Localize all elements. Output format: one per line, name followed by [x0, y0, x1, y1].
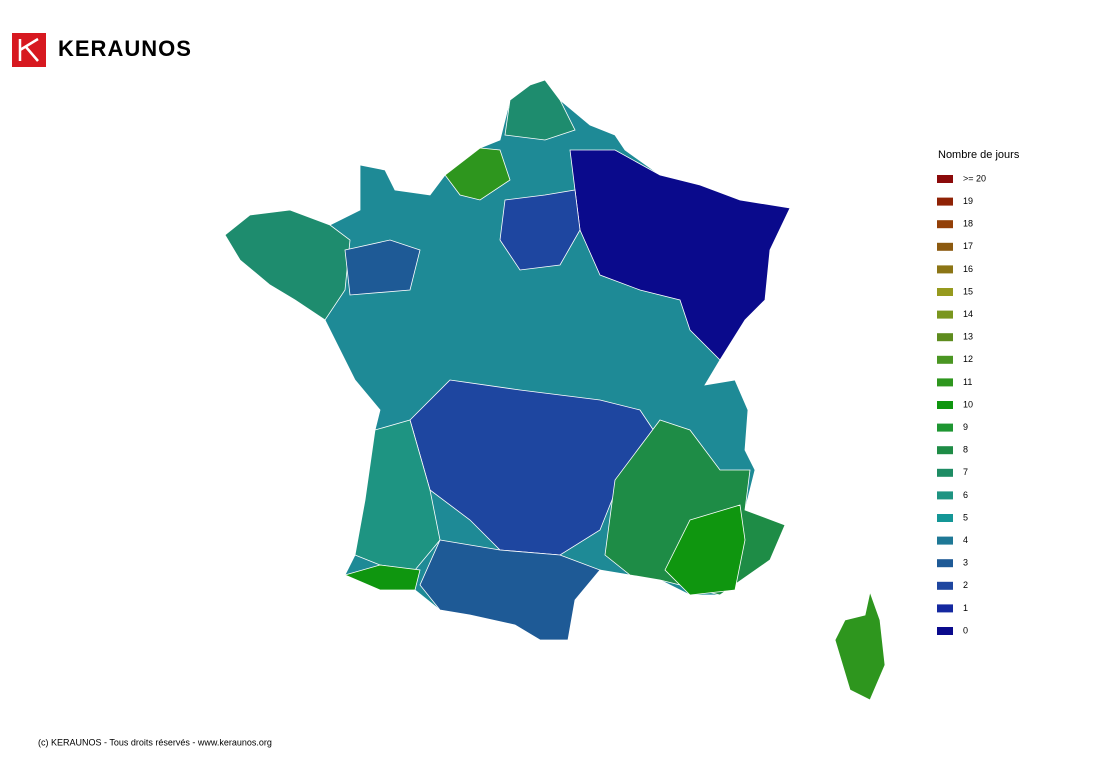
footer-text: (c) KERAUNOS - Tous droits réservés - ww… [38, 737, 272, 747]
pyrenees-region [343, 564, 421, 591]
west-region [344, 239, 421, 296]
logo-k [18, 37, 39, 62]
northeast-region [569, 149, 791, 361]
legend-label: 9 [963, 422, 968, 432]
legend-swatch [937, 310, 953, 319]
legend-swatch [937, 468, 953, 477]
legend-label: 1 [963, 603, 968, 613]
corsica [834, 590, 886, 701]
legend-label: 7 [963, 467, 968, 477]
legend-swatch [937, 536, 953, 545]
france-map [224, 79, 886, 701]
legend-swatch [937, 378, 953, 387]
legend-swatch [937, 491, 953, 500]
brittany-region [224, 209, 351, 321]
legend-label: 13 [963, 332, 973, 342]
legend-swatch [937, 559, 953, 568]
provence-region [664, 504, 746, 596]
south-region [419, 539, 601, 641]
legend-swatch [937, 220, 953, 229]
legend-label: 12 [963, 354, 973, 364]
legend-label: 3 [963, 558, 968, 568]
legend-label: 17 [963, 241, 973, 251]
legend-label: 11 [963, 377, 972, 387]
legend-label: 5 [963, 512, 968, 522]
legend-swatch [937, 197, 953, 206]
legend-label: >= 20 [963, 173, 986, 183]
legend-label: 2 [963, 580, 968, 590]
legend-swatch [937, 627, 953, 635]
legend-label: 6 [963, 490, 968, 500]
legend-label: 10 [963, 399, 973, 409]
legend-swatch [937, 423, 953, 432]
legend-swatch [937, 355, 953, 364]
legend-label: 4 [963, 535, 968, 545]
legend-title: Nombre de jours [938, 149, 1020, 161]
legend-label: 14 [963, 309, 973, 319]
legend-swatch [937, 401, 953, 409]
legend-label: 0 [963, 625, 968, 635]
legend-label: 19 [963, 196, 973, 206]
legend-label: 16 [963, 264, 973, 274]
paris-region [499, 189, 581, 271]
north-region [504, 79, 576, 141]
legend-swatch [937, 242, 953, 251]
legend-label: 8 [963, 445, 968, 455]
legend-swatch [937, 446, 953, 455]
legend-label: 15 [963, 286, 973, 296]
legend-swatch [937, 514, 953, 522]
legend-swatch [937, 288, 953, 296]
legend-swatch [937, 265, 953, 274]
normandy-region [444, 147, 511, 201]
legend-swatch [937, 175, 953, 183]
legend-swatch [937, 581, 953, 590]
legend-swatch [937, 333, 953, 342]
brand-name: KERAUNOS [58, 36, 192, 61]
legend-swatch [937, 604, 953, 613]
legend-label: 18 [963, 219, 973, 229]
